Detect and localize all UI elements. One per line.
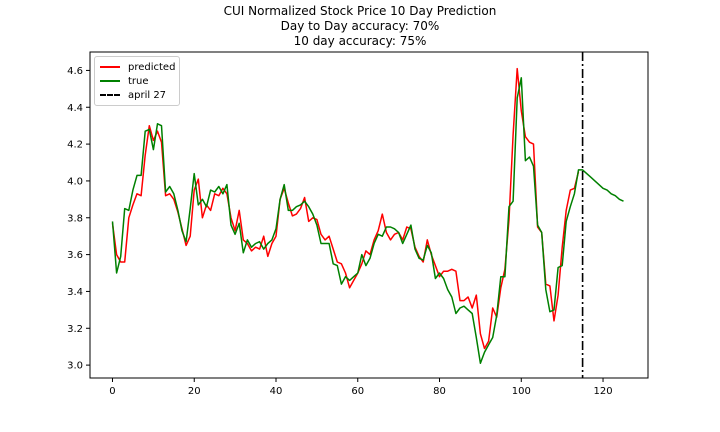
y-tick-label: 3.2 <box>67 324 83 335</box>
y-tick-label: 3.4 <box>67 287 83 298</box>
legend-swatch-predicted <box>100 66 120 68</box>
chart-legend: predicted true april 27 <box>94 56 180 106</box>
x-tick-label: 80 <box>433 386 446 397</box>
legend-label-april-27: april 27 <box>128 90 166 101</box>
legend-swatch-true <box>100 80 120 82</box>
y-tick-label: 3.8 <box>67 213 83 224</box>
series-line-true <box>113 78 624 364</box>
y-tick-label: 3.6 <box>67 250 83 261</box>
legend-item-predicted: predicted <box>100 60 175 74</box>
y-tick-label: 4.2 <box>67 140 83 151</box>
x-tick-label: 120 <box>593 386 612 397</box>
legend-label-true: true <box>128 76 149 87</box>
legend-item-april-27: april 27 <box>100 88 166 102</box>
y-tick-label: 3.0 <box>67 361 83 372</box>
legend-swatch-april-27 <box>100 94 120 96</box>
x-tick-label: 40 <box>270 386 283 397</box>
x-tick-label: 60 <box>351 386 364 397</box>
y-tick-label: 4.0 <box>67 176 83 187</box>
x-tick-label: 0 <box>109 386 115 397</box>
legend-label-predicted: predicted <box>128 62 175 73</box>
x-tick-label: 20 <box>188 386 201 397</box>
y-tick-label: 4.4 <box>67 103 83 114</box>
y-tick-label: 4.6 <box>67 66 83 77</box>
legend-item-true: true <box>100 74 149 88</box>
x-tick-label: 100 <box>512 386 531 397</box>
